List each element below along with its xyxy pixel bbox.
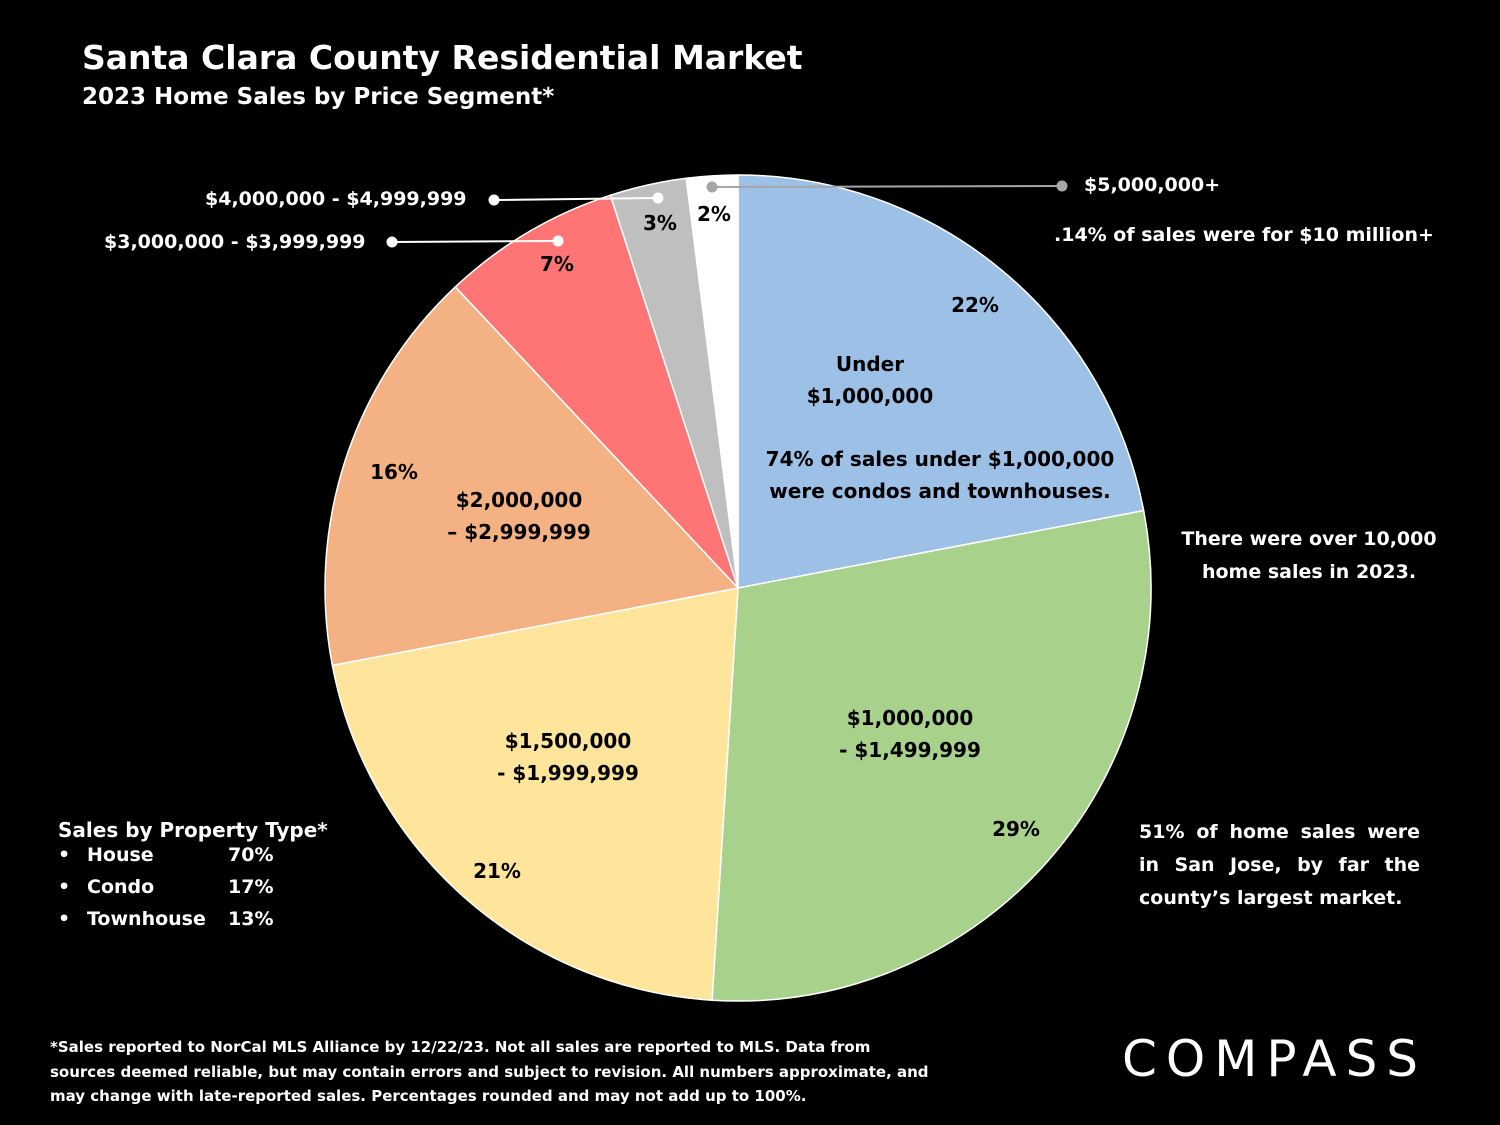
pie-slice	[685, 174, 739, 589]
callout-label-4m: $4,000,000 - $4,999,999	[205, 188, 467, 210]
callout-dot-icon	[1056, 180, 1068, 192]
callout-label-3m: $3,000,000 - $3,999,999	[104, 231, 366, 253]
pie-slice	[324, 285, 740, 667]
slice-name-label: $1,000,000	[807, 384, 934, 408]
pie-slice	[331, 587, 739, 1001]
callout-line	[391, 240, 559, 243]
callout-dot-icon	[386, 236, 398, 248]
slice-value-label: 3%	[643, 211, 677, 235]
slice-name-label: Under	[836, 352, 904, 376]
bullet-icon: •	[58, 908, 71, 930]
total-sales-note-line-1: There were over 10,000	[1181, 528, 1437, 550]
callout-line	[711, 185, 1063, 188]
property-type-pct: 70%	[228, 844, 274, 866]
property-type-pct: 13%	[228, 908, 274, 930]
total-sales-note-line-2: home sales in 2023.	[1201, 561, 1417, 583]
slice-value-label: 7%	[540, 252, 574, 276]
bullet-icon: •	[58, 844, 71, 866]
property-type-name: Townhouse	[87, 908, 206, 930]
bullet-icon: •	[58, 876, 71, 898]
slice-note-label: were condos and townhouses.	[769, 479, 1110, 503]
slice-name-label: $1,000,000	[847, 706, 974, 730]
san-jose-note: 51% of home sales were in San Jose, by f…	[1139, 821, 1420, 909]
callout-line	[493, 197, 659, 201]
chart-subtitle: 2023 Home Sales by Price Segment*	[82, 84, 555, 110]
slice-value-label: 22%	[951, 293, 999, 317]
slice-name-label: $2,000,000	[456, 488, 583, 512]
property-type-row: • House 70%	[58, 844, 328, 876]
slice-value-label: 29%	[992, 817, 1040, 841]
callout-dot-icon	[488, 194, 500, 206]
slice-name-label: – $2,999,999	[447, 520, 591, 544]
callout-dot-icon	[706, 181, 718, 193]
slice-note-label: 74% of sales under $1,000,000	[766, 447, 1115, 471]
slice-name-label: $1,500,000	[505, 729, 632, 753]
property-type-name: House	[87, 844, 154, 866]
ten-million-note: .14% of sales were for $10 million+	[1054, 224, 1434, 246]
compass-logo: COMPASS	[1122, 1030, 1428, 1088]
total-sales-note: There were over 10,000 home sales in 202…	[1164, 523, 1454, 589]
property-type-row: • Condo 17%	[58, 876, 328, 908]
callout-dot-icon	[552, 235, 564, 247]
slice-value-label: 16%	[370, 460, 418, 484]
chart-title: Santa Clara County Residential Market	[82, 38, 803, 77]
footnote: *Sales reported to NorCal MLS Alliance b…	[50, 1038, 929, 1105]
callout-dot-icon	[652, 192, 664, 204]
callout-label-5m-plus: $5,000,000+	[1084, 174, 1221, 196]
property-type-row: • Townhouse 13%	[58, 908, 328, 940]
pie-slice	[737, 174, 1145, 589]
property-type-title: Sales by Property Type*	[58, 818, 328, 842]
slice-name-label: - $1,499,999	[839, 738, 981, 762]
slice-value-label: 2%	[697, 202, 731, 226]
slice-value-label: 21%	[473, 859, 521, 883]
property-type-box: Sales by Property Type* • House 70% • Co…	[58, 818, 328, 940]
property-type-name: Condo	[87, 876, 155, 898]
property-type-pct: 17%	[228, 876, 274, 898]
slice-name-label: - $1,999,999	[497, 761, 639, 785]
pie-slice	[711, 509, 1152, 1002]
